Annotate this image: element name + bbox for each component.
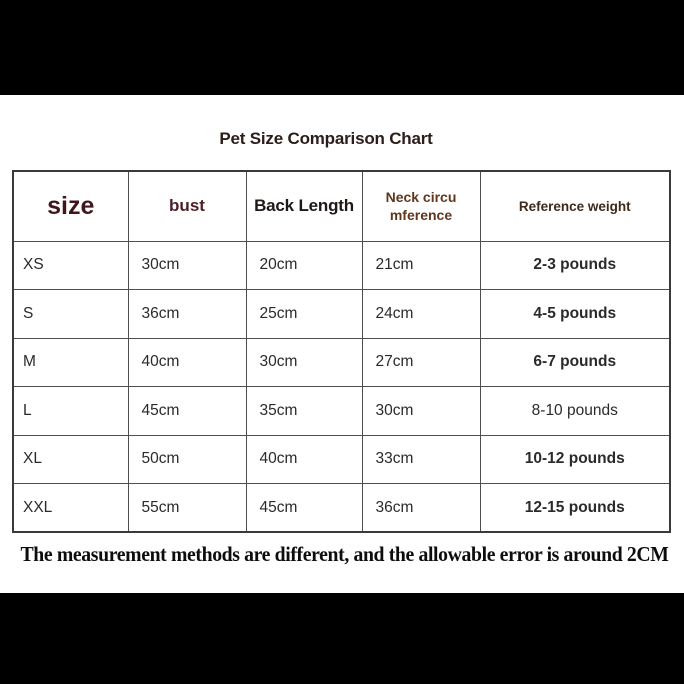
cell-bust: 40cm bbox=[127, 337, 247, 387]
cell-reference-weight: 12-15 pounds bbox=[479, 483, 671, 533]
table-header-row: size bust Back Length Neck circu mferenc… bbox=[12, 170, 671, 242]
cell-size: XXL bbox=[12, 483, 129, 533]
size-chart-table: size bust Back Length Neck circu mferenc… bbox=[12, 170, 671, 533]
cell-back-length: 25cm bbox=[245, 289, 363, 339]
column-header-bust: bust bbox=[127, 170, 247, 242]
table-header: size bust Back Length Neck circu mferenc… bbox=[12, 170, 671, 242]
cell-neck-circumference: 21cm bbox=[361, 240, 481, 290]
cell-bust: 45cm bbox=[127, 386, 247, 436]
cell-back-length: 45cm bbox=[245, 483, 363, 533]
column-header-neck-circumference: Neck circu mference bbox=[361, 170, 481, 242]
cell-size: M bbox=[12, 337, 129, 387]
cell-reference-weight: 10-12 pounds bbox=[479, 434, 671, 484]
page-title: Pet Size Comparison Chart bbox=[219, 129, 433, 148]
cell-reference-weight: 4-5 pounds bbox=[479, 289, 671, 339]
cell-back-length: 20cm bbox=[245, 240, 363, 290]
cell-bust: 36cm bbox=[127, 289, 247, 339]
cell-reference-weight: 6-7 pounds bbox=[479, 337, 671, 387]
cell-neck-circumference: 27cm bbox=[361, 337, 481, 387]
size-chart-panel: Pet Size Comparison Chart size bust Back… bbox=[0, 95, 684, 593]
table-row-xl: XL 50cm 40cm 33cm 10-12 pounds bbox=[12, 434, 671, 484]
measurement-note: The measurement methods are different, a… bbox=[20, 542, 669, 566]
bottom-letterbox-bar bbox=[0, 593, 684, 684]
cell-neck-circumference: 33cm bbox=[361, 434, 481, 484]
table-row-xxl: XXL 55cm 45cm 36cm 12-15 pounds bbox=[12, 483, 671, 533]
cell-bust: 50cm bbox=[127, 434, 247, 484]
cell-reference-weight: 8-10 pounds bbox=[479, 386, 671, 436]
column-header-back-length: Back Length bbox=[245, 170, 363, 242]
table-row-m: M 40cm 30cm 27cm 6-7 pounds bbox=[12, 337, 671, 387]
cell-back-length: 40cm bbox=[245, 434, 363, 484]
cell-neck-circumference: 36cm bbox=[361, 483, 481, 533]
column-header-size: size bbox=[12, 170, 129, 242]
column-header-reference-weight: Reference weight bbox=[479, 170, 671, 242]
cell-neck-circumference: 24cm bbox=[361, 289, 481, 339]
table-row-xs: XS 30cm 20cm 21cm 2-3 pounds bbox=[12, 240, 671, 290]
cell-neck-circumference: 30cm bbox=[361, 386, 481, 436]
top-letterbox-bar bbox=[0, 0, 684, 95]
cell-bust: 55cm bbox=[127, 483, 247, 533]
cell-size: XS bbox=[12, 240, 129, 290]
cell-size: S bbox=[12, 289, 129, 339]
cell-back-length: 30cm bbox=[245, 337, 363, 387]
cell-reference-weight: 2-3 pounds bbox=[479, 240, 671, 290]
cell-size: XL bbox=[12, 434, 129, 484]
table-row-s: S 36cm 25cm 24cm 4-5 pounds bbox=[12, 289, 671, 339]
cell-back-length: 35cm bbox=[245, 386, 363, 436]
cell-size: L bbox=[12, 386, 129, 436]
table-body: XS 30cm 20cm 21cm 2-3 pounds S 36cm 25cm… bbox=[12, 240, 671, 533]
table-row-l: L 45cm 35cm 30cm 8-10 pounds bbox=[12, 386, 671, 436]
cell-bust: 30cm bbox=[127, 240, 247, 290]
